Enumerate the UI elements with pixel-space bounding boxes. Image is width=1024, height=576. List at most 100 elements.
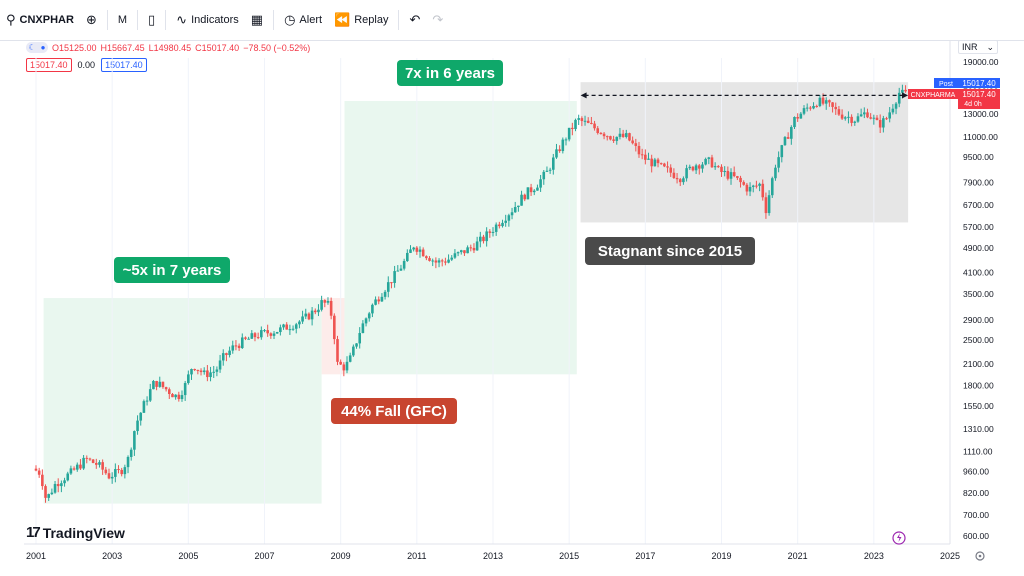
y-tick-label: 7900.00 — [963, 177, 994, 187]
chart-type-button[interactable]: ▯ — [142, 0, 161, 40]
candle-body — [161, 381, 165, 388]
candle-body — [221, 353, 225, 361]
candle-body — [107, 473, 111, 479]
candle-body — [459, 250, 463, 253]
candle-body — [374, 299, 377, 305]
currency-select[interactable]: INR ⌄ — [958, 40, 998, 54]
candle-body — [866, 112, 869, 118]
candle-body — [828, 100, 831, 103]
candle-body — [409, 249, 412, 253]
replay-button[interactable]: ⏪ Replay — [328, 0, 394, 40]
candle-body — [847, 116, 850, 118]
candle-body — [888, 112, 892, 119]
undo-button[interactable]: ↶ — [403, 0, 426, 40]
candle-body — [809, 107, 812, 109]
candle-body — [463, 250, 466, 254]
candle-body — [352, 346, 355, 356]
candle-body — [263, 330, 266, 332]
candle-body — [425, 256, 428, 259]
candle-body — [634, 143, 638, 146]
candle-body — [675, 177, 679, 180]
y-tick-label: 700.00 — [963, 510, 989, 520]
candle-body — [688, 166, 692, 169]
candle-body — [415, 247, 419, 252]
x-tick-label: 2025 — [940, 551, 960, 561]
candle-body — [69, 468, 73, 474]
candle-body — [329, 300, 333, 316]
y-tick-label: 2500.00 — [963, 335, 994, 345]
brand-label: TradingView — [42, 524, 125, 541]
candle-body — [412, 247, 415, 250]
candle-body — [723, 170, 726, 173]
symbol-search[interactable]: ⚲ CNXPHAR — [0, 0, 80, 40]
candle-body — [323, 300, 327, 303]
candle-body — [498, 224, 501, 227]
candle-body — [386, 282, 390, 292]
tradingview-logo: 17 TradingView — [26, 524, 125, 541]
grid-icon: ▦ — [250, 12, 264, 28]
x-tick-label: 2001 — [26, 551, 46, 561]
alert-button[interactable]: ◷ Alert — [278, 0, 328, 40]
candle-body — [821, 97, 825, 104]
candle-body — [758, 183, 761, 186]
ask-price-box[interactable]: 15017.40 — [101, 58, 147, 72]
annotation-callout: 44% Fall (GFC) — [331, 398, 457, 424]
candle-body — [504, 220, 507, 223]
last-price-label: 15017.40 — [962, 90, 996, 99]
candle-body — [767, 195, 771, 214]
candle-body — [348, 355, 352, 362]
interval-button[interactable]: M — [112, 0, 133, 40]
candle-body — [802, 108, 806, 114]
candle-body — [101, 462, 104, 470]
visibility-toggle[interactable]: ☾ ● — [26, 42, 48, 53]
candle-body — [218, 360, 222, 370]
candle-body — [901, 89, 904, 93]
candle-body — [444, 261, 447, 263]
candle-body — [805, 107, 809, 109]
toolbar-divider — [165, 10, 167, 30]
countdown-label: 4d 0h — [964, 101, 982, 108]
annotation-callout: 7x in 6 years — [397, 60, 503, 86]
toolbar-divider — [106, 10, 108, 30]
spread-value: 0.00 — [77, 60, 96, 70]
candle-body — [304, 313, 308, 317]
candle-body — [164, 387, 168, 390]
candle-body — [180, 395, 184, 400]
candle-body — [536, 187, 539, 191]
candle-body — [596, 128, 600, 133]
candle-body — [682, 178, 685, 183]
candle-body — [469, 247, 473, 249]
layouts-button[interactable]: ▦ — [245, 0, 269, 40]
settings-gear-center — [978, 554, 982, 558]
candle-body — [269, 333, 273, 336]
candle-body — [266, 330, 269, 334]
candle-body — [653, 159, 657, 167]
candle-body — [853, 121, 857, 123]
lightning-icon[interactable] — [892, 531, 906, 545]
toolbar-divider — [137, 10, 139, 30]
candle-body — [339, 361, 342, 365]
indicators-button[interactable]: ∿ Indicators — [170, 0, 245, 40]
candle-body — [294, 324, 298, 329]
redo-button[interactable]: ↷ — [426, 0, 449, 40]
compare-button[interactable]: ⊕ — [80, 0, 103, 40]
post-price-tag — [958, 78, 1000, 88]
candle-body — [364, 318, 368, 324]
candle-body — [231, 345, 235, 351]
x-tick-label: 2009 — [331, 551, 351, 561]
candle-body — [85, 457, 89, 459]
candle-body — [717, 166, 720, 168]
candle-body — [631, 140, 634, 144]
candle-body — [510, 212, 514, 216]
candle-body — [637, 145, 641, 155]
tradingview-mark-icon: 17 — [26, 524, 41, 541]
candle-body — [139, 412, 143, 421]
candle-body — [488, 231, 492, 233]
settings-gear-icon[interactable] — [975, 551, 985, 561]
candle-body — [380, 296, 384, 302]
plus-circle-icon: ⊕ — [85, 12, 97, 28]
candle-body — [367, 313, 371, 319]
candle-body — [659, 163, 663, 165]
bid-price-box[interactable]: 15017.40 — [26, 58, 72, 72]
